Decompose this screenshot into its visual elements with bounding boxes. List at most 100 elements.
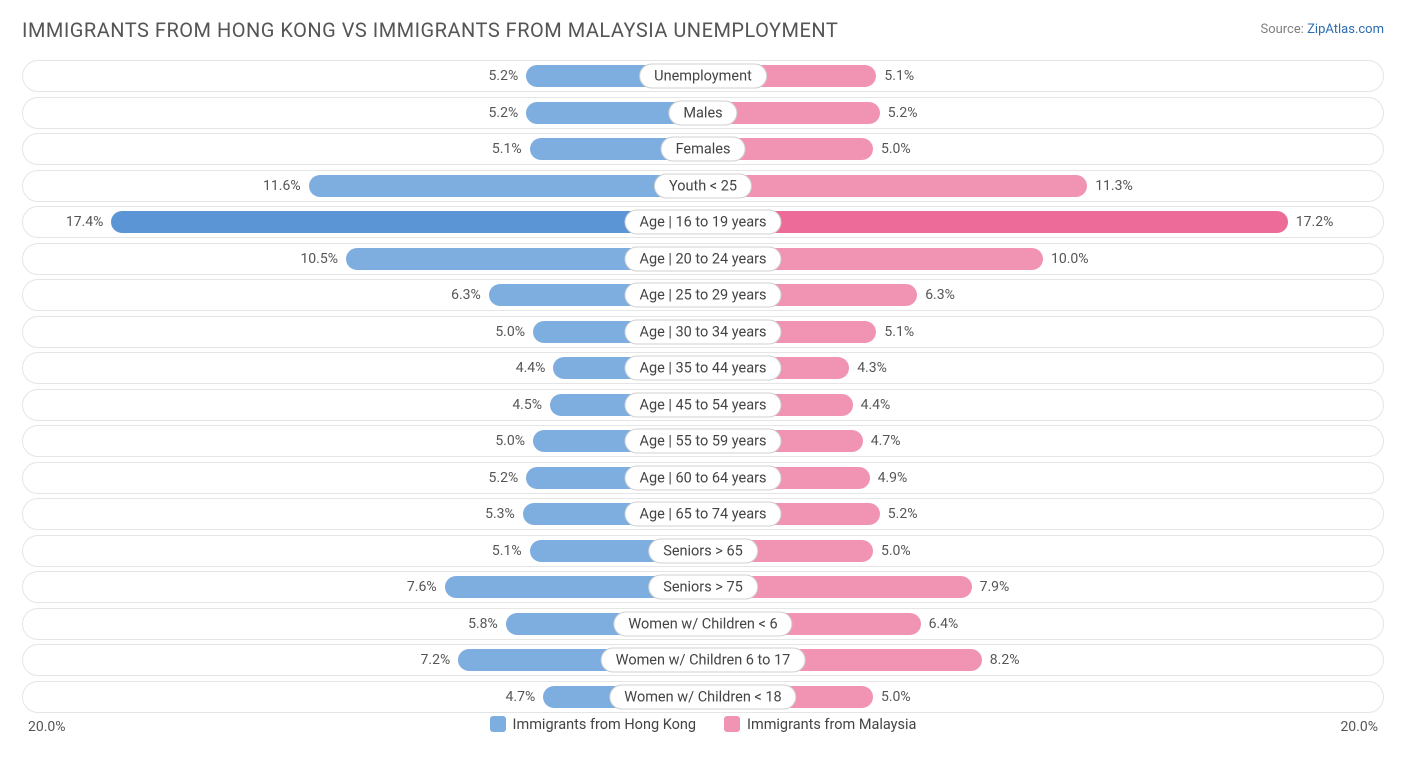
axis-right-max: 20.0% bbox=[1340, 719, 1378, 735]
chart-row: 6.3% 6.3% Age | 25 to 29 years bbox=[22, 279, 1384, 311]
left-value: 11.6% bbox=[255, 178, 309, 194]
row-left-half: 5.1% bbox=[23, 536, 703, 566]
left-value: 7.2% bbox=[413, 652, 459, 668]
chart-row: 5.1% 5.0% Seniors > 65 bbox=[22, 535, 1384, 567]
row-left-half: 4.5% bbox=[23, 390, 703, 420]
left-value: 5.2% bbox=[481, 68, 527, 84]
category-label: Age | 60 to 64 years bbox=[624, 465, 781, 490]
left-value: 5.2% bbox=[481, 105, 527, 121]
chart-row: 7.2% 8.2% Women w/ Children 6 to 17 bbox=[22, 644, 1384, 676]
source-attribution: Source: ZipAtlas.com bbox=[1260, 22, 1384, 37]
row-right-half: 11.3% bbox=[703, 171, 1383, 201]
row-left-half: 11.6% bbox=[23, 171, 703, 201]
row-right-half: 7.9% bbox=[703, 572, 1383, 602]
row-right-half: 4.9% bbox=[703, 463, 1383, 493]
left-value: 5.0% bbox=[487, 433, 533, 449]
row-left-half: 4.7% bbox=[23, 682, 703, 712]
category-label: Women w/ Children 6 to 17 bbox=[601, 648, 806, 673]
row-left-half: 7.6% bbox=[23, 572, 703, 602]
row-right-half: 5.2% bbox=[703, 499, 1383, 529]
left-value: 5.0% bbox=[487, 324, 533, 340]
chart-row: 5.2% 5.2% Males bbox=[22, 97, 1384, 129]
right-value: 5.2% bbox=[880, 105, 926, 121]
chart-row: 5.8%6.4%Women w/ Children < 6 bbox=[22, 608, 1384, 640]
left-value: 10.5% bbox=[292, 251, 346, 267]
row-right-half: 5.1% bbox=[703, 317, 1383, 347]
row-right-half: 5.1% bbox=[703, 61, 1383, 91]
chart-row: 5.2% 4.9%Age | 60 to 64 years bbox=[22, 462, 1384, 494]
chart-row: 5.3% 5.2%Age | 65 to 74 years bbox=[22, 498, 1384, 530]
category-label: Age | 35 to 44 years bbox=[624, 356, 781, 381]
row-right-half: 4.7% bbox=[703, 426, 1383, 456]
right-value: 5.0% bbox=[873, 689, 919, 705]
legend-swatch-left-icon bbox=[490, 716, 506, 732]
axis-left-max: 20.0% bbox=[28, 719, 66, 735]
right-value: 6.3% bbox=[917, 287, 963, 303]
right-value: 5.1% bbox=[876, 324, 922, 340]
right-value: 17.2% bbox=[1288, 214, 1342, 230]
legend-label-right: Immigrants from Malaysia bbox=[747, 716, 916, 733]
category-label: Age | 25 to 29 years bbox=[624, 283, 781, 308]
row-right-half: 4.4% bbox=[703, 390, 1383, 420]
row-right-half: 10.0% bbox=[703, 244, 1383, 274]
category-label: Males bbox=[668, 100, 737, 125]
row-left-half: 6.3% bbox=[23, 280, 703, 310]
right-value: 8.2% bbox=[982, 652, 1028, 668]
row-left-half: 5.1% bbox=[23, 134, 703, 164]
row-left-half: 5.2% bbox=[23, 98, 703, 128]
row-left-half: 5.2% bbox=[23, 61, 703, 91]
left-value: 4.7% bbox=[498, 689, 544, 705]
chart-row: 4.4%4.3%Age | 35 to 44 years bbox=[22, 352, 1384, 384]
left-bar bbox=[111, 211, 703, 233]
row-left-half: 10.5% bbox=[23, 244, 703, 274]
legend-swatch-right-icon bbox=[724, 716, 740, 732]
right-value: 6.4% bbox=[921, 616, 967, 632]
left-value: 17.4% bbox=[58, 214, 112, 230]
category-label: Age | 45 to 54 years bbox=[624, 392, 781, 417]
right-value: 5.0% bbox=[873, 543, 919, 559]
row-left-half: 5.2% bbox=[23, 463, 703, 493]
category-label: Age | 30 to 34 years bbox=[624, 319, 781, 344]
right-value: 7.9% bbox=[972, 579, 1018, 595]
left-value: 5.3% bbox=[477, 506, 523, 522]
chart-row: 17.4% 17.2% Age | 16 to 19 years bbox=[22, 206, 1384, 238]
right-value: 10.0% bbox=[1043, 251, 1097, 267]
right-value: 5.0% bbox=[873, 141, 919, 157]
right-value: 4.7% bbox=[863, 433, 909, 449]
left-value: 7.6% bbox=[399, 579, 445, 595]
left-value: 6.3% bbox=[443, 287, 489, 303]
category-label: Women w/ Children < 6 bbox=[613, 611, 792, 636]
row-left-half: 5.0% bbox=[23, 317, 703, 347]
legend-item-left: Immigrants from Hong Kong bbox=[490, 716, 696, 733]
source-prefix: Source: bbox=[1260, 22, 1307, 37]
chart-row: 5.0% 5.1% Age | 30 to 34 years bbox=[22, 316, 1384, 348]
chart-row: 11.6% 11.3%Youth < 25 bbox=[22, 170, 1384, 202]
right-value: 4.4% bbox=[853, 397, 899, 413]
left-value: 5.1% bbox=[484, 543, 530, 559]
legend-item-right: Immigrants from Malaysia bbox=[724, 716, 916, 733]
left-value: 5.1% bbox=[484, 141, 530, 157]
right-value: 5.1% bbox=[876, 68, 922, 84]
category-label: Age | 16 to 19 years bbox=[624, 210, 781, 235]
row-right-half: 5.0% bbox=[703, 536, 1383, 566]
diverging-bar-chart: 5.2%5.1%Unemployment5.2%5.2%Males5.1%5.0… bbox=[22, 60, 1384, 713]
category-label: Age | 55 to 59 years bbox=[624, 429, 781, 454]
chart-row: 7.6%7.9%Seniors > 75 bbox=[22, 571, 1384, 603]
right-value: 4.3% bbox=[849, 360, 895, 376]
row-left-half: 17.4% bbox=[23, 207, 703, 237]
row-right-half: 5.0% bbox=[703, 682, 1383, 712]
left-value: 5.2% bbox=[481, 470, 527, 486]
category-label: Age | 65 to 74 years bbox=[624, 502, 781, 527]
row-left-half: 5.0% bbox=[23, 426, 703, 456]
category-label: Unemployment bbox=[639, 64, 767, 89]
category-label: Youth < 25 bbox=[654, 173, 752, 198]
row-right-half: 6.3% bbox=[703, 280, 1383, 310]
left-bar bbox=[309, 175, 703, 197]
chart-row: 5.2% 5.1% Unemployment bbox=[22, 60, 1384, 92]
row-right-half: 6.4% bbox=[703, 609, 1383, 639]
row-left-half: 5.3% bbox=[23, 499, 703, 529]
category-label: Seniors > 65 bbox=[648, 538, 758, 563]
source-link[interactable]: ZipAtlas.com bbox=[1307, 22, 1384, 37]
row-right-half: 5.2% bbox=[703, 98, 1383, 128]
category-label: Women w/ Children < 18 bbox=[609, 684, 796, 709]
